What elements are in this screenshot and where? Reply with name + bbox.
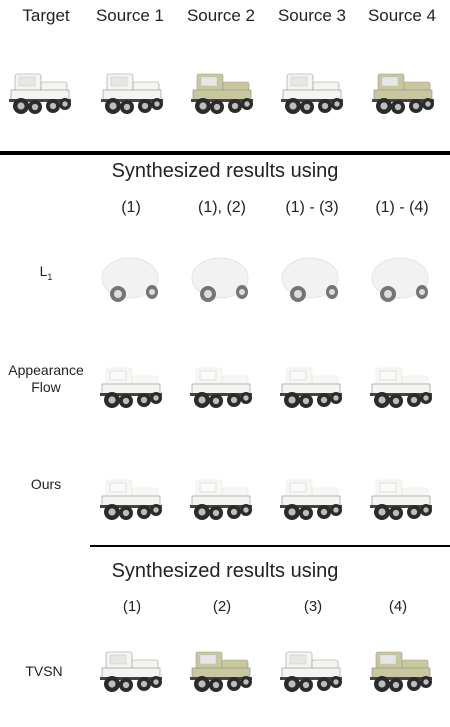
row-label-ours: Ours — [30, 476, 62, 492]
appearance-flow-result-2 — [186, 356, 258, 416]
header-source-4: Source 4 — [367, 6, 437, 25]
header-source-2: Source 2 — [186, 6, 256, 25]
s2-col-3: (3) — [303, 598, 323, 615]
l1-result-4 — [366, 250, 438, 310]
s1-col-2: (1), (2) — [198, 199, 246, 216]
row-label-appearance-flow: Appearance Flow — [8, 362, 84, 395]
appearance-flow-result-3 — [276, 356, 348, 416]
ours-result-1 — [96, 468, 168, 528]
source-3-image — [277, 62, 349, 122]
target-image — [5, 62, 77, 122]
s1-col-3: (1) - (3) — [285, 199, 339, 216]
section-divider-thick — [0, 151, 450, 155]
s1-col-1: (1) — [121, 199, 141, 216]
ours-result-4 — [366, 468, 438, 528]
appearance-flow-result-4 — [366, 356, 438, 416]
section-2-title: Synthesized results using — [111, 560, 339, 582]
tvsn-result-3 — [276, 640, 348, 700]
l1-result-1 — [96, 250, 168, 310]
source-2-image — [187, 62, 259, 122]
source-4-image — [368, 62, 440, 122]
tvsn-result-4 — [366, 640, 438, 700]
tvsn-result-1 — [96, 640, 168, 700]
header-source-1: Source 1 — [95, 6, 165, 25]
section-divider-thin — [90, 545, 450, 547]
row-label-tvsn: TVSN — [25, 663, 63, 679]
l1-result-3 — [276, 250, 348, 310]
header-source-3: Source 3 — [277, 6, 347, 25]
source-1-image — [97, 62, 169, 122]
appearance-flow-result-1 — [96, 356, 168, 416]
ours-result-2 — [186, 468, 258, 528]
row-label-l1: L1 — [39, 263, 53, 282]
tvsn-result-2 — [186, 640, 258, 700]
header-target: Target — [22, 6, 70, 25]
l1-result-2 — [186, 250, 258, 310]
s2-col-1: (1) — [122, 598, 142, 615]
section-1-title: Synthesized results using — [111, 160, 339, 182]
s1-col-4: (1) - (4) — [375, 199, 429, 216]
s2-col-2: (2) — [212, 598, 232, 615]
ours-result-3 — [276, 468, 348, 528]
s2-col-4: (4) — [388, 598, 408, 615]
